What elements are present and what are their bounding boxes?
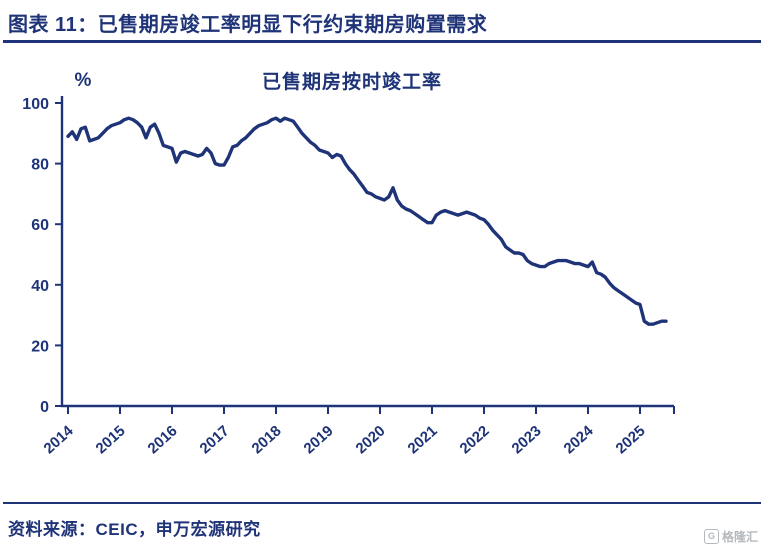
y-tick-label: 0 xyxy=(40,399,49,416)
x-tick-label: 2022 xyxy=(456,422,492,457)
x-tick-label: 2016 xyxy=(144,422,180,457)
source-note: 资料来源：CEIC，申万宏源研究 xyxy=(8,520,261,539)
x-tick-label: 2024 xyxy=(560,422,597,457)
chart-series xyxy=(66,116,668,326)
series-line xyxy=(66,116,668,326)
x-tick-label: 2018 xyxy=(248,422,284,457)
chart-title: 已售期房按时竣工率 xyxy=(262,70,442,93)
watermark: G 格隆汇 xyxy=(703,528,758,545)
x-tick-label: 2014 xyxy=(40,422,77,457)
y-axis-unit-label: % xyxy=(75,70,92,91)
x-tick-label: 2015 xyxy=(92,422,128,457)
x-tick-label: 2019 xyxy=(300,422,336,457)
line-chart: % 已售期房按时竣工率 0 20 40 60 80 100 2014 2015 2016 2017… xyxy=(22,70,675,457)
footer-divider xyxy=(3,502,761,504)
x-tick-label: 2025 xyxy=(612,422,648,457)
header-divider xyxy=(3,40,761,43)
chart-axes: 0 20 40 60 80 100 2014 2015 2016 2017 2018 2019 2020… xyxy=(22,96,675,457)
x-tick-label: 2020 xyxy=(352,422,388,457)
x-tick-label: 2021 xyxy=(404,422,440,457)
y-tick-label: 60 xyxy=(31,217,49,234)
watermark-logo-icon: G xyxy=(703,529,719,544)
x-tick-label: 2023 xyxy=(508,422,544,457)
x-tick-label: 2017 xyxy=(196,422,232,457)
figure-title: 图表 11：已售期房竣工率明显下行约束期房购置需求 xyxy=(8,14,488,36)
watermark-text: 格隆汇 xyxy=(721,530,758,544)
axis-lines xyxy=(60,96,674,408)
y-tick-label: 100 xyxy=(22,96,49,113)
y-tick-label: 40 xyxy=(31,278,49,295)
y-tick-label: 20 xyxy=(31,338,49,355)
y-tick-label: 80 xyxy=(31,157,49,174)
